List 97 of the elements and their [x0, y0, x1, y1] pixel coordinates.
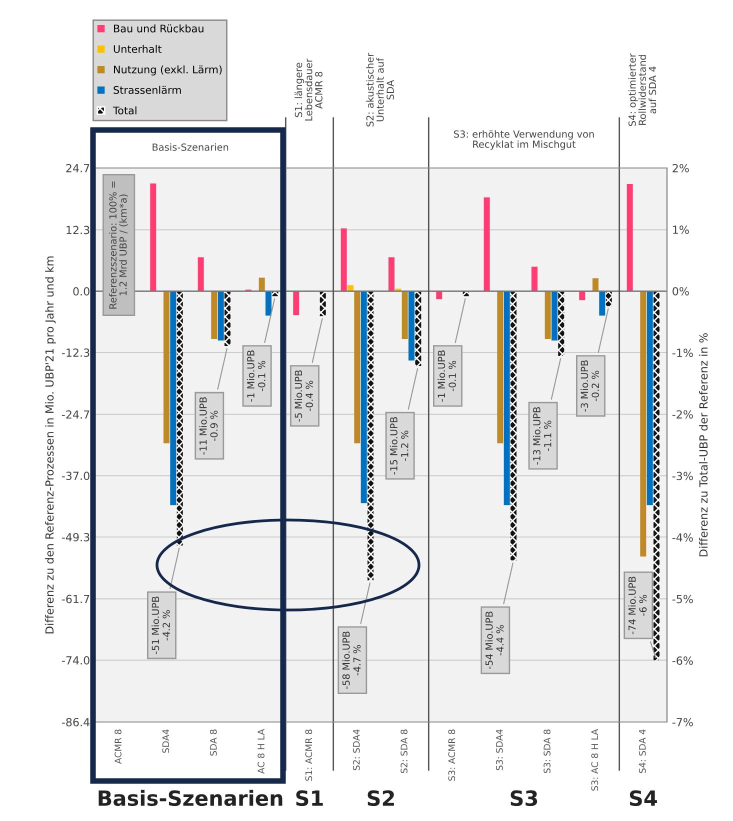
x-tick-label: S1: ACMR 8	[305, 730, 312, 781]
bar	[552, 291, 558, 341]
y2-tick-label: 0%	[672, 287, 689, 296]
bar	[258, 278, 265, 292]
text: S3	[510, 790, 538, 806]
y-tick-label: -12.3	[62, 348, 90, 357]
y-tick-label: -37.0	[62, 472, 90, 480]
y2-tick-label: -4%	[672, 533, 693, 542]
x-tick-label: S2: SDA4	[352, 729, 360, 770]
bar	[211, 291, 218, 340]
bar	[640, 291, 646, 556]
text: S3: erhöhte Verwendung von Recyklat im Mischgut	[454, 130, 594, 150]
bar	[654, 291, 660, 660]
bar	[497, 291, 504, 444]
data-label: -13 Mio.UPB -1.1 %	[532, 407, 552, 465]
data-label: -54 Mio.UPB -4.4 %	[485, 612, 504, 670]
y2-tick-label: -5%	[672, 594, 693, 604]
data-label: -74 Mio.UPB -6 %	[628, 576, 647, 634]
text: S1: längere Lebensdauer ACMR 8	[294, 58, 322, 120]
bar	[340, 228, 347, 292]
bar	[163, 291, 170, 444]
y-axis-title: Differenz zu den Referenz-Prozessen in Mio. UBP'21 pro Jahr und km	[45, 256, 56, 634]
bar	[360, 291, 367, 504]
data-label: -58 Mio.UPB -4.7 %	[342, 632, 361, 689]
y2-tick-label: -1%	[672, 348, 693, 358]
data-label: -15 Mio.UPB -1.2 %	[390, 417, 408, 475]
x-tick-label: AC 8 H LA	[258, 729, 264, 774]
bar	[218, 291, 224, 341]
text: S4: optimierter Rollwiderstand auf SDA 4	[628, 53, 656, 126]
bar	[354, 291, 360, 444]
legend-label: Total	[112, 106, 136, 114]
y2-tick-label: -3%	[672, 472, 693, 480]
x-tick-label: S2: SDA 8	[400, 730, 408, 774]
y2-tick-label: -2%	[672, 410, 693, 419]
bar	[170, 291, 176, 506]
data-label: -5 Mio.UPB -0.4 %	[294, 370, 313, 422]
bar	[544, 291, 551, 340]
y-tick-label: -61.7	[62, 594, 90, 604]
x-tick-label: S3: SDA4	[496, 729, 503, 770]
bar	[606, 291, 612, 306]
bar	[150, 183, 156, 292]
legend-label: Bau und Rückbau	[114, 24, 204, 32]
y2-tick-label: 2%	[672, 164, 689, 172]
y-tick-label: 24.7	[66, 164, 90, 172]
y-tick-label: 12.3	[66, 226, 90, 234]
bar	[484, 197, 490, 292]
bar	[415, 291, 422, 366]
y-tick-label: -49.3	[62, 532, 90, 542]
data-label: -11 Mio.UPB -0.9 %	[199, 397, 218, 455]
bar	[176, 291, 183, 546]
text: S1	[296, 790, 323, 806]
legend-label: Nutzung (exkl. Lärm)	[114, 65, 222, 76]
bar	[599, 291, 606, 316]
bar	[347, 285, 354, 292]
data-label: -1 Mio.UPB -0.1 %	[246, 350, 266, 402]
text: Basis-Szenarien	[152, 143, 228, 151]
x-tick-label: S4: SDA 4	[638, 729, 646, 774]
y-tick-label: -86.4	[62, 718, 90, 726]
legend-label: Strassenlärm	[114, 86, 181, 94]
y-tick-label: 0.0	[73, 287, 90, 296]
bar	[402, 291, 408, 340]
bar	[531, 266, 538, 292]
text: S2: akustischer Unterhalt auf SDA	[366, 52, 394, 127]
bar	[388, 257, 394, 292]
bar	[592, 278, 599, 292]
data-label: -3 Mio.UPB -0.2 %	[580, 360, 599, 412]
text: Basis-Szenarien	[98, 790, 282, 806]
x-tick-label: SDA 8	[210, 730, 217, 756]
data-label: -1 Mio.UPB -0.1 %	[438, 350, 456, 402]
bar	[558, 291, 564, 356]
y2-axis-title: Differenz zu Total-UBP der Referenz in %	[699, 333, 708, 556]
legend-label: Unterhalt	[114, 44, 162, 53]
text: S4	[630, 790, 657, 806]
y-tick-label: -24.7	[62, 410, 90, 419]
bar	[646, 291, 653, 506]
bar	[224, 291, 231, 346]
bar	[504, 291, 510, 506]
y2-tick-label: -7%	[672, 718, 693, 726]
bar	[266, 291, 272, 316]
bar	[368, 291, 374, 580]
annotation: Referenzszenario: 100% = 1.2 Mrd UBP / (km*a)	[109, 182, 128, 309]
y2-tick-label: 1%	[673, 226, 689, 234]
x-tick-label: SDA4	[162, 729, 170, 753]
x-tick-label: S3: SDA 8	[544, 730, 550, 774]
bar	[293, 291, 300, 316]
bar	[626, 184, 633, 292]
text: S2	[368, 790, 394, 806]
y-tick-label: -74.0	[62, 656, 90, 665]
bar	[408, 291, 415, 360]
bar	[320, 291, 326, 316]
data-label: -51 Mio.UPB -4.2 %	[152, 596, 170, 654]
y2-tick-label: -6%	[672, 656, 693, 665]
bar	[510, 291, 517, 560]
x-tick-label: S3: ACMR 8	[448, 730, 456, 781]
bar	[198, 257, 204, 292]
x-tick-label: S3: AC 8 H LA	[591, 729, 598, 791]
x-tick-label: ACMR 8	[114, 730, 122, 764]
